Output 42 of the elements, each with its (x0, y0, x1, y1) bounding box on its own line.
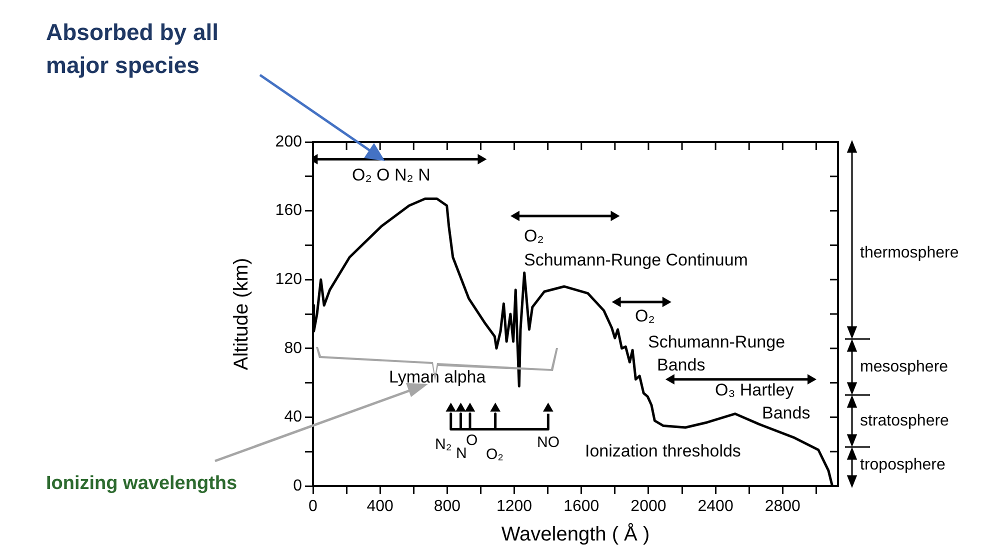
annotation: Bands (657, 356, 706, 375)
annotation: Lyman alpha (389, 368, 486, 387)
text: thermosphere (860, 244, 959, 262)
annotation: O (466, 432, 478, 450)
y-tick-label: 80 (284, 340, 302, 357)
point (456, 402, 466, 412)
point (446, 402, 456, 412)
annotation: N (456, 445, 467, 462)
y-tick-label: 40 (284, 408, 302, 426)
annotation: O₂ O N₂ N (352, 166, 430, 185)
annotation: O₂ (635, 306, 655, 326)
annotation: Schumann-Runge Continuum (524, 250, 748, 270)
annotation: Schumann-Runge (648, 332, 786, 352)
text: Absorbed by all major species (46, 18, 220, 80)
annotation: N₂ (435, 436, 452, 454)
y-tick-label: 120 (275, 271, 302, 288)
y-tick-label: 0 (293, 477, 302, 494)
y-tick-label: 200 (275, 133, 302, 150)
x-tick-label: 0 (308, 498, 318, 516)
y-axis-title: Altitude (km) (230, 258, 253, 370)
point (464, 402, 476, 412)
x-tick-label: 2400 (698, 498, 734, 516)
annotation: O₃ Hartley (715, 380, 794, 400)
x-tick-label: 400 (366, 498, 394, 516)
x-tick-label: 800 (434, 498, 461, 516)
x-tick-label: 1200 (496, 498, 532, 516)
annotation: O₂ (486, 446, 504, 464)
point (490, 402, 501, 412)
text: Ionizing wavelengths (46, 473, 238, 494)
annotation: Bands (762, 404, 810, 423)
point (542, 402, 554, 412)
annotation: O₂ (524, 226, 544, 246)
annotation: NO (537, 434, 560, 452)
x-tick-label: 2800 (764, 498, 801, 516)
x-tick-label: 1600 (564, 498, 600, 516)
text: troposphere (860, 456, 946, 474)
y-tick-label: 160 (275, 202, 302, 220)
x-tick-label: 2000 (630, 498, 666, 516)
text: stratosphere (860, 412, 950, 430)
annotation: Ionization thresholds (585, 442, 741, 461)
text: mesosphere (860, 358, 948, 376)
x-axis-title: Wavelength ( Å ) (501, 522, 650, 546)
